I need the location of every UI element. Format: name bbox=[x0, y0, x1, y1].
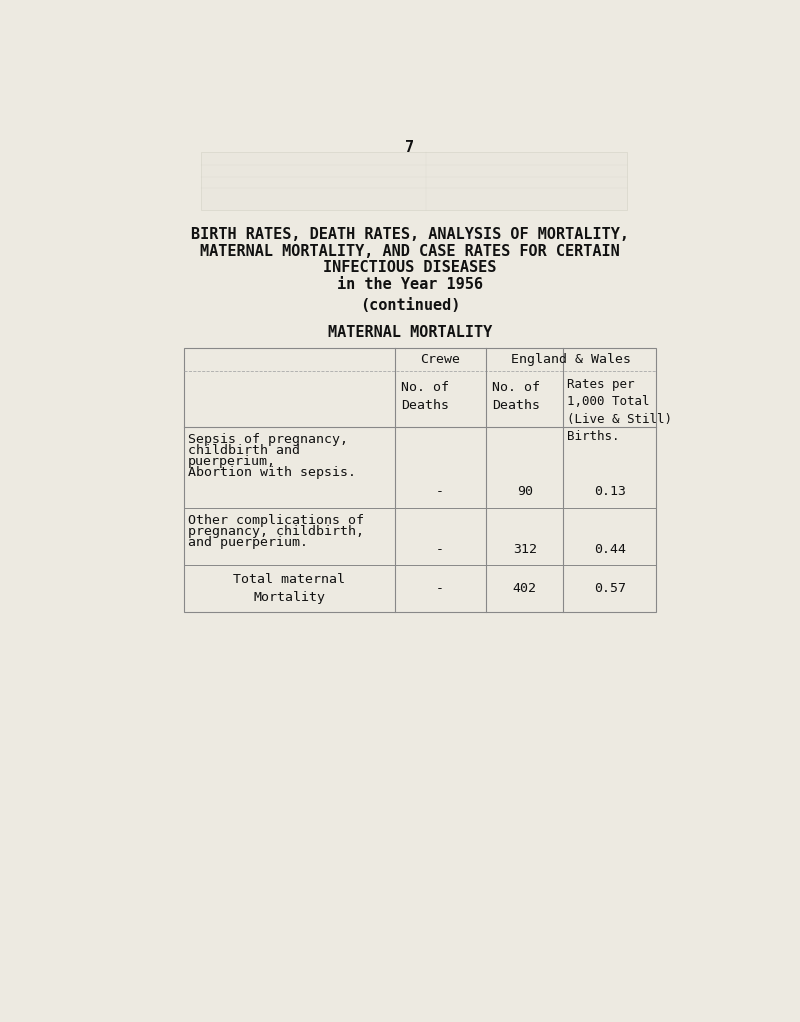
Text: 312: 312 bbox=[513, 543, 537, 556]
Text: 90: 90 bbox=[517, 485, 533, 499]
Text: Abortion with sepsis.: Abortion with sepsis. bbox=[187, 466, 355, 479]
Text: Sepsis of pregnancy,: Sepsis of pregnancy, bbox=[187, 433, 347, 446]
Text: England & Wales: England & Wales bbox=[511, 354, 631, 366]
Text: -: - bbox=[436, 485, 444, 499]
Text: 0.44: 0.44 bbox=[594, 543, 626, 556]
Text: -: - bbox=[436, 582, 444, 595]
Text: INFECTIOUS DISEASES: INFECTIOUS DISEASES bbox=[323, 261, 497, 276]
Text: MATERNAL MORTALITY, AND CASE RATES FOR CERTAIN: MATERNAL MORTALITY, AND CASE RATES FOR C… bbox=[200, 243, 620, 259]
Text: 0.57: 0.57 bbox=[594, 582, 626, 595]
Bar bbox=[184, 349, 657, 611]
Bar bbox=[201, 152, 627, 210]
Text: pregnancy, childbirth,: pregnancy, childbirth, bbox=[187, 525, 363, 538]
Text: Total maternal
Mortality: Total maternal Mortality bbox=[233, 573, 345, 604]
Text: (continued): (continued) bbox=[360, 298, 460, 313]
Text: No. of
Deaths: No. of Deaths bbox=[401, 380, 449, 412]
Text: in the Year 1956: in the Year 1956 bbox=[337, 277, 483, 292]
Text: childbirth and: childbirth and bbox=[187, 445, 299, 457]
Text: No. of
Deaths: No. of Deaths bbox=[492, 380, 540, 412]
Text: 402: 402 bbox=[513, 582, 537, 595]
Text: 0.13: 0.13 bbox=[594, 485, 626, 499]
Text: and puerperium.: and puerperium. bbox=[187, 537, 307, 549]
Text: Rates per
1,000 Total
(Live & Still)
Births.: Rates per 1,000 Total (Live & Still) Bir… bbox=[567, 377, 672, 443]
Text: MATERNAL MORTALITY: MATERNAL MORTALITY bbox=[328, 325, 492, 340]
Text: BIRTH RATES, DEATH RATES, ANALYSIS OF MORTALITY,: BIRTH RATES, DEATH RATES, ANALYSIS OF MO… bbox=[191, 227, 629, 241]
Text: -: - bbox=[436, 543, 444, 556]
Text: Other complications of: Other complications of bbox=[187, 514, 363, 526]
Text: 7: 7 bbox=[406, 140, 414, 154]
Text: Crewe: Crewe bbox=[420, 354, 460, 366]
Text: puerperium,: puerperium, bbox=[187, 455, 275, 468]
